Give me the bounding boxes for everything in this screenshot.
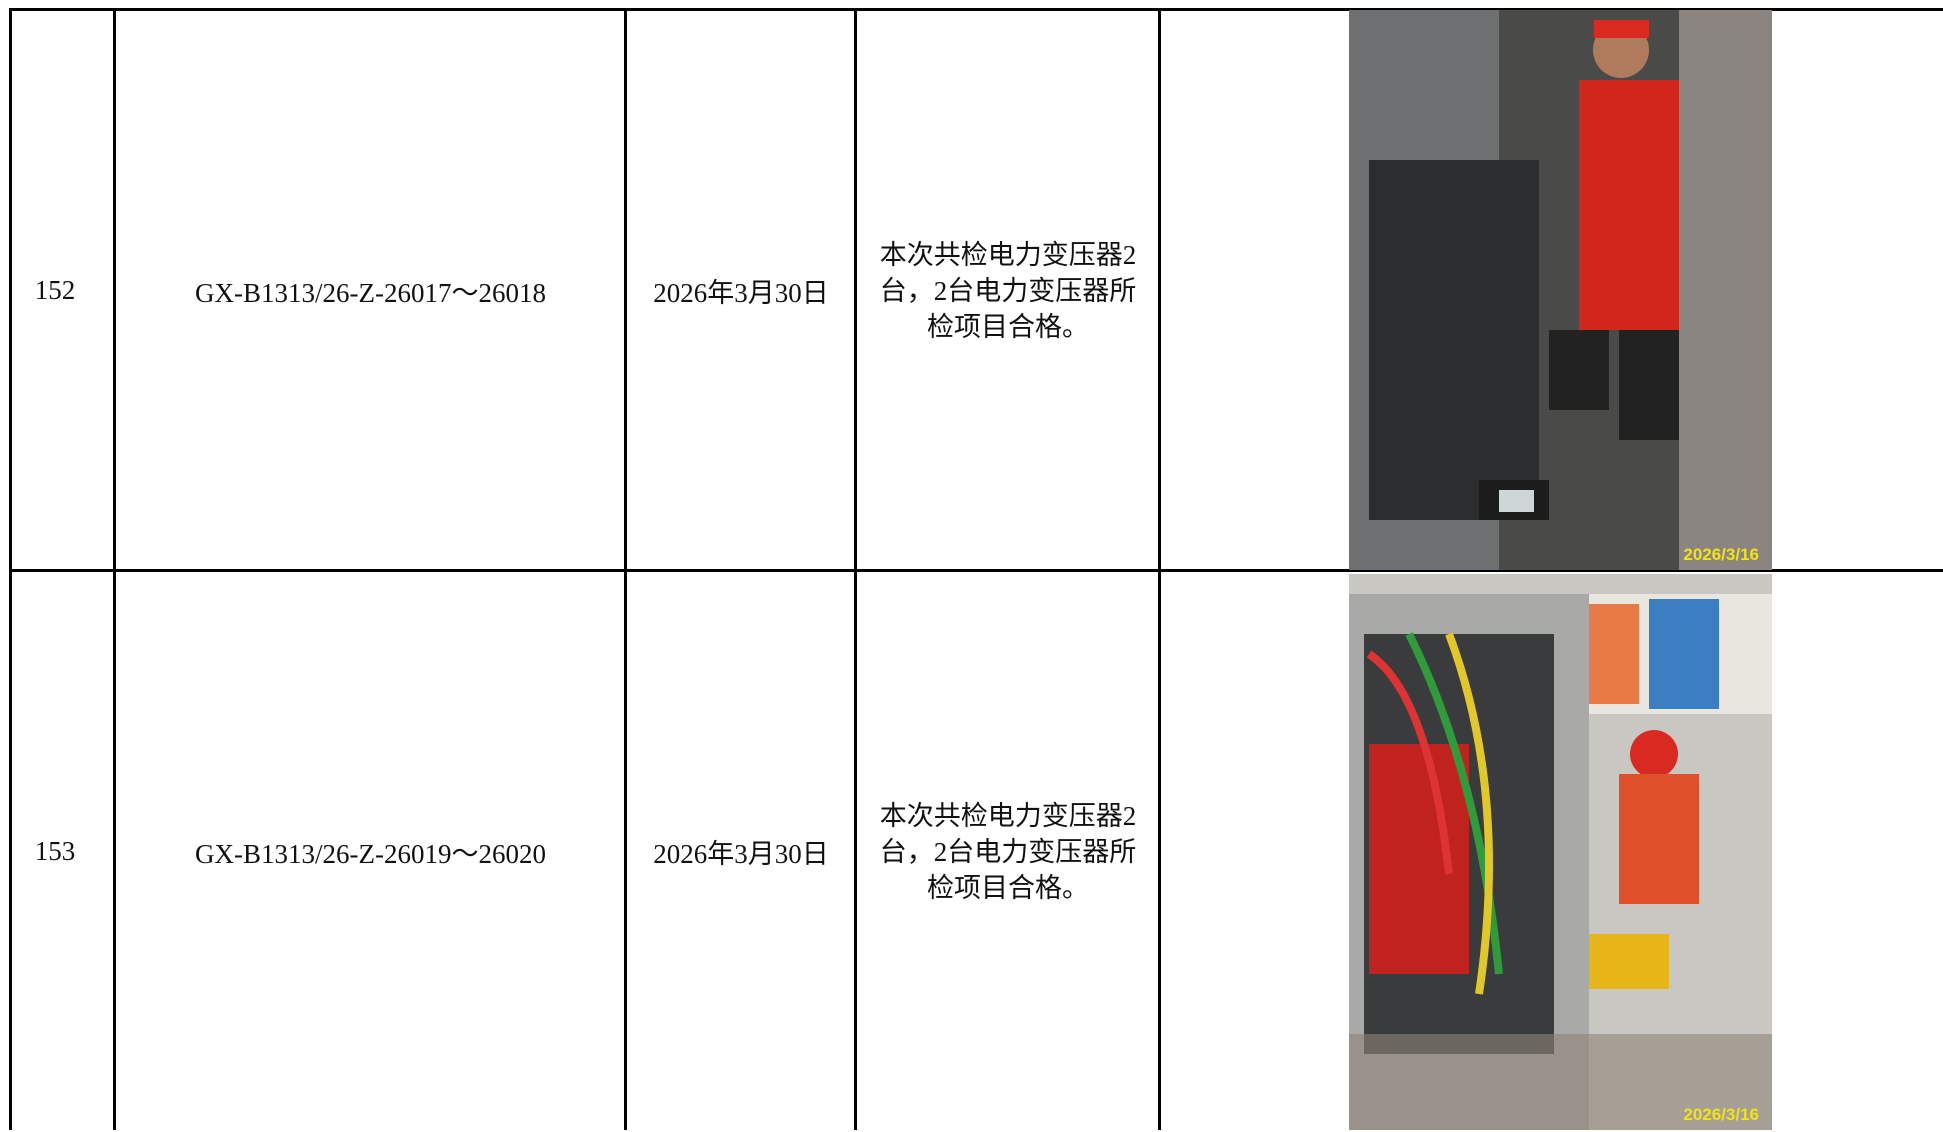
date-cell: 2026年3月30日 (653, 839, 829, 869)
photo: 2026/3/16 (1349, 574, 1772, 1130)
no-cell: 152 (34, 275, 76, 305)
photo-image: 2026/3/16 (1349, 574, 1772, 1130)
result-cell: 本次共检电力变压器2台，2台电力变压器所检项目合格。 (879, 239, 1137, 342)
code-cell: GX-B1313/26-Z-26019～26020 (195, 839, 546, 869)
photo-image: 2026/3/16 (1349, 10, 1772, 570)
no-cell: 153 (34, 836, 76, 866)
date-cell: 2026年3月30日 (653, 278, 829, 308)
photo-date-stamp: 2026/3/16 (1683, 1105, 1759, 1124)
row-border (10, 8, 1943, 11)
row-border (10, 569, 1943, 572)
result-cell: 本次共检电力变压器2台，2台电力变压器所检项目合格。 (879, 800, 1137, 903)
code-cell: GX-B1313/26-Z-26017～26018 (195, 278, 546, 308)
photo: 2026/3/16 (1349, 10, 1772, 570)
photo-date-stamp: 2026/3/16 (1683, 545, 1759, 564)
